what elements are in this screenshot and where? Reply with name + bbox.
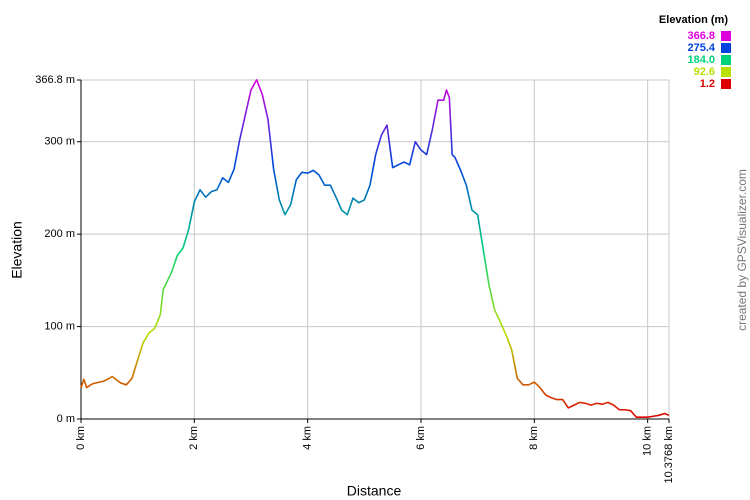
legend-swatch — [721, 43, 731, 53]
x-axis-label: Distance — [347, 483, 402, 499]
legend-label: 1.2 — [700, 78, 715, 90]
legend-swatch — [721, 67, 731, 77]
y-tick-label: 366.8 m — [35, 74, 75, 86]
y-tick-label: 100 m — [44, 320, 75, 332]
legend-label: 184.0 — [687, 54, 715, 66]
x-tick-label: 10.3768 km — [663, 426, 675, 483]
y-tick-label: 300 m — [44, 136, 75, 148]
x-tick-label: 0 km — [75, 426, 87, 450]
x-tick-label: 2 km — [188, 426, 200, 450]
legend-swatch — [721, 31, 731, 41]
legend-swatch — [721, 79, 731, 89]
credit: created by GPSVisualizer.com — [735, 169, 749, 331]
y-axis-label: Elevation — [9, 221, 25, 279]
x-tick-label: 6 km — [415, 426, 427, 450]
legend-label: 275.4 — [687, 42, 715, 54]
y-tick-label: 200 m — [44, 228, 75, 240]
x-tick-label: 4 km — [302, 426, 314, 450]
legend-swatch — [721, 55, 731, 65]
elevation-line — [80, 79, 670, 418]
x-tick-label: 10 km — [642, 426, 654, 456]
x-tick-label: 8 km — [528, 426, 540, 450]
legend-label: 92.6 — [694, 66, 715, 78]
y-tick-label: 0 m — [57, 413, 75, 425]
legend-label: 366.8 — [687, 30, 715, 42]
legend-title: Elevation (m) — [659, 14, 728, 26]
